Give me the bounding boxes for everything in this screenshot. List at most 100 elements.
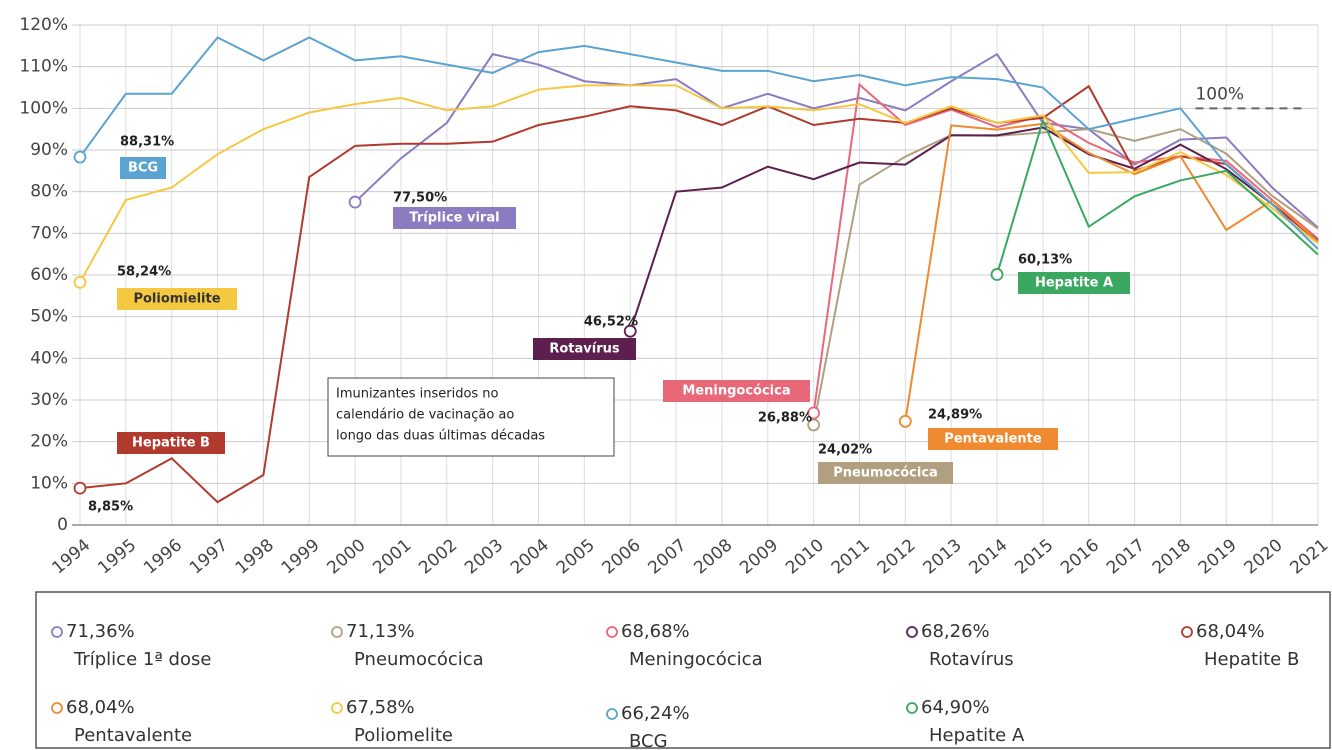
legend-name: BCG (629, 731, 668, 750)
legend-marker (51, 702, 63, 714)
series-line (904, 122, 1319, 422)
legend-value: 68,68% (621, 621, 690, 642)
start-label: 60,13% (1018, 253, 1072, 268)
series-tag: Poliomielite (133, 292, 220, 307)
note-text: calendário de vacinação ao (336, 408, 514, 423)
x-tick-label: 2011 (828, 535, 874, 578)
start-label: 58,24% (117, 265, 171, 280)
legend-value: 71,36% (66, 621, 135, 642)
y-tick-label: 30% (30, 390, 68, 410)
x-tick-label: 2020 (1241, 535, 1287, 578)
series-line (629, 126, 1319, 332)
series-tag-box (120, 157, 166, 179)
series-tag: Hepatite B (132, 436, 210, 451)
series-tag: Hepatite A (1035, 276, 1113, 291)
x-tick-label: 2017 (1103, 535, 1149, 578)
series-line (79, 84, 1319, 504)
y-tick-label: 120% (19, 15, 68, 35)
y-tick-label: 100% (19, 98, 68, 118)
start-marker (623, 324, 637, 338)
note-box (327, 377, 615, 457)
x-tick-label: 2000 (324, 535, 370, 578)
x-tick-label: 2018 (1149, 535, 1195, 578)
legend-marker (906, 702, 918, 714)
x-tick-label: 2002 (415, 535, 461, 578)
start-label: 46,52% (584, 315, 638, 330)
legend-marker (331, 626, 343, 638)
series-line (996, 117, 1319, 275)
x-tick-label: 2001 (369, 535, 415, 578)
legend-value: 68,04% (1196, 621, 1265, 642)
series-line (79, 84, 1319, 283)
series-line (812, 128, 1319, 426)
legend-marker (51, 626, 63, 638)
x-tick-label: 2015 (1011, 535, 1057, 578)
legend-name: Pentavalente (74, 725, 192, 746)
start-marker (807, 418, 821, 432)
y-tick-label: 80% (30, 182, 68, 202)
start-label: 24,02% (818, 443, 872, 458)
series-line (812, 82, 1319, 414)
legend-value: 68,04% (66, 697, 135, 718)
y-tick-label: 10% (30, 473, 68, 493)
start-marker (73, 150, 87, 164)
series-tag-box (393, 207, 516, 229)
legend-name: Rotavírus (929, 649, 1014, 670)
y-tick-label: 70% (30, 223, 68, 243)
note-text: longo das duas últimas décadas (336, 429, 545, 444)
y-tick-label: 90% (30, 140, 68, 160)
x-tick-label: 2016 (1057, 535, 1103, 578)
series-tag-box (663, 380, 810, 402)
start-marker (898, 414, 912, 428)
legend-box (35, 591, 1331, 749)
x-tick-label: 2003 (461, 535, 507, 578)
y-tick-label: 60% (30, 265, 68, 285)
x-tick-label: 2009 (736, 535, 782, 578)
series-tag: Tríplice viral (409, 211, 499, 226)
series-line (79, 36, 1319, 250)
x-tick-label: 1998 (232, 535, 278, 578)
legend-name: Hepatite B (1204, 649, 1299, 670)
x-tick-label: 2004 (507, 535, 553, 578)
series-tag-box (117, 288, 237, 310)
legend-marker (606, 708, 618, 720)
x-tick-label: 2010 (782, 535, 828, 578)
legend-value: 64,90% (921, 697, 990, 718)
y-tick-label: 40% (30, 348, 68, 368)
series-tag: Pneumocócica (833, 466, 938, 481)
start-label: 88,31% (120, 135, 174, 150)
series-tag: Meningocócica (682, 384, 790, 399)
series-tag-box (1018, 272, 1130, 294)
x-tick-label: 2007 (645, 535, 691, 578)
start-label: 77,50% (393, 191, 447, 206)
legend-name: Poliomelite (354, 725, 453, 746)
x-tick-label: 2012 (874, 535, 920, 578)
start-marker (73, 481, 87, 495)
legend-value: 71,13% (346, 621, 415, 642)
y-tick-label: 20% (30, 432, 68, 452)
start-marker (807, 406, 821, 420)
legend-marker (1181, 626, 1193, 638)
y-tick-label: 50% (30, 307, 68, 327)
x-tick-label: 2008 (690, 535, 736, 578)
x-tick-label: 1995 (94, 535, 140, 578)
legend-name: Meningocócica (629, 649, 763, 670)
x-tick-label: 1999 (278, 535, 324, 578)
start-label: 24,89% (928, 408, 982, 423)
start-label: 26,88% (758, 411, 812, 426)
x-tick-label: 2014 (965, 535, 1011, 578)
legend-value: 67,58% (346, 697, 415, 718)
note-text: Imunizantes inseridos no (336, 387, 499, 402)
series-tag: Rotavírus (549, 342, 620, 357)
legend-name: Hepatite A (929, 725, 1025, 746)
x-tick-label: 2021 (1286, 535, 1332, 578)
series-tag-box (117, 432, 225, 454)
x-tick-label: 1997 (186, 535, 232, 578)
series-tag-box (818, 462, 953, 484)
legend-marker (606, 626, 618, 638)
start-marker (73, 275, 87, 289)
legend-value: 68,26% (921, 621, 990, 642)
legend-marker (331, 702, 343, 714)
x-tick-label: 2006 (599, 535, 645, 578)
